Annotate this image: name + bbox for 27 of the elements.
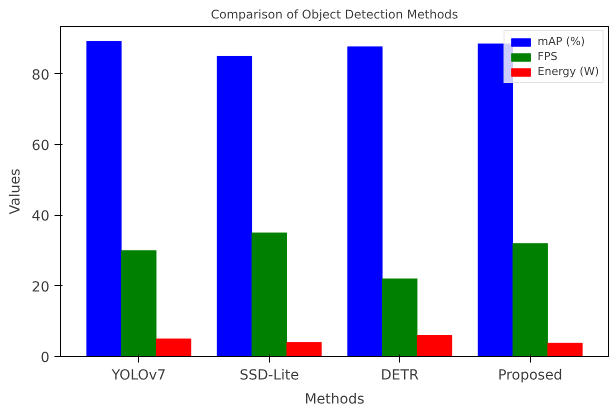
y-tick-label: 20: [32, 279, 50, 296]
bar: [512, 243, 548, 356]
bar: [121, 250, 156, 356]
bar: [252, 232, 287, 356]
y-tick-label: 60: [32, 138, 50, 154]
bar: [86, 41, 122, 356]
bar: [347, 46, 383, 356]
x-tick-label: SSD-Lite: [240, 368, 299, 384]
y-axis-title: Values: [8, 168, 24, 214]
x-axis-title: Methods: [304, 392, 364, 408]
bar: [216, 56, 252, 356]
chart-title: Comparison of Object Detection Methods: [210, 8, 458, 22]
y-tick-label: 40: [32, 208, 50, 225]
bar: [478, 44, 514, 356]
x-tick-label: Proposed: [498, 368, 562, 384]
y-tick-label: 0: [40, 350, 50, 366]
y-tick-label: 80: [32, 67, 50, 84]
bar: [286, 342, 322, 356]
legend-label: mAP (%): [538, 35, 585, 48]
bar: [156, 338, 192, 356]
bar: [416, 335, 452, 356]
bar: [382, 278, 418, 356]
legend-label: Energy (W): [538, 65, 599, 78]
x-tick-label: YOLOv7: [110, 368, 166, 384]
legend-label: FPS: [538, 50, 558, 63]
bar: [547, 342, 583, 356]
x-tick-label: DETR: [380, 368, 419, 384]
